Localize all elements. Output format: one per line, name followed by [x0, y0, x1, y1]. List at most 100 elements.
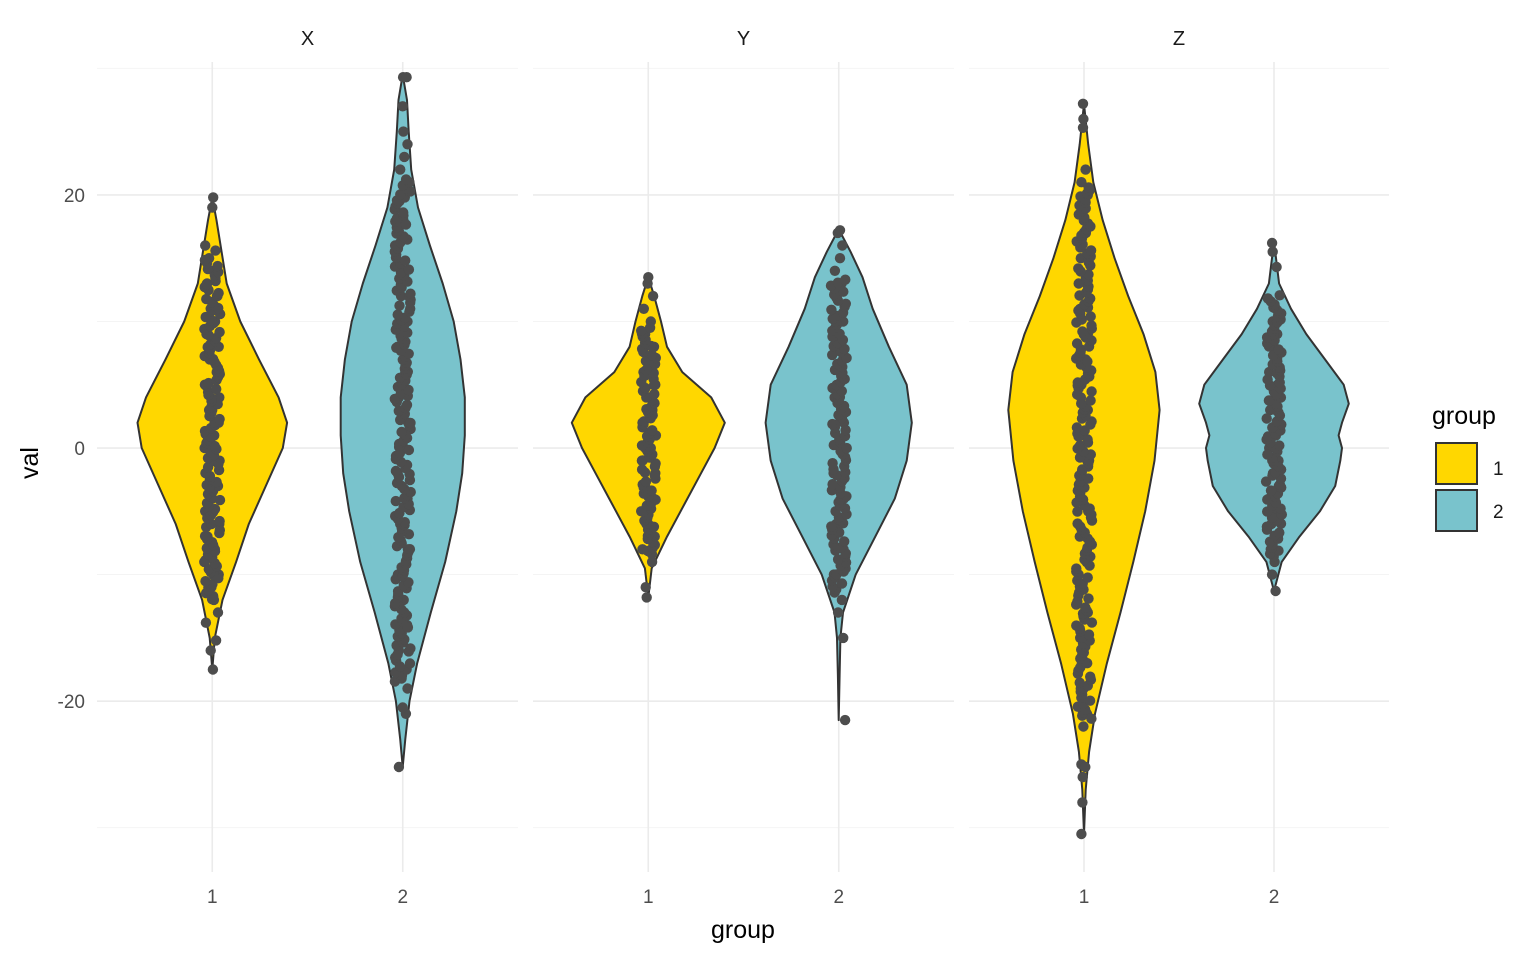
data-point	[214, 326, 225, 338]
points-x-group-2	[389, 72, 416, 773]
data-point	[1082, 572, 1093, 583]
data-point	[214, 413, 225, 425]
data-point	[1262, 494, 1273, 505]
data-point	[1086, 713, 1097, 724]
data-point	[392, 309, 403, 320]
data-point	[638, 303, 649, 314]
data-point	[1073, 278, 1084, 289]
data-point	[1271, 261, 1282, 273]
data-point	[1085, 395, 1096, 406]
data-point	[646, 556, 658, 568]
data-point	[397, 101, 408, 112]
data-point	[393, 761, 405, 773]
facet-strip-label: Y	[737, 28, 750, 50]
x-tick-label: 1	[643, 887, 654, 908]
data-point	[199, 254, 211, 266]
data-point	[1074, 440, 1086, 451]
legend-title: group	[1432, 402, 1496, 430]
data-point	[1071, 338, 1083, 349]
data-point	[1083, 593, 1094, 604]
data-point	[1086, 386, 1097, 397]
data-point	[1085, 311, 1096, 322]
data-point	[201, 293, 212, 305]
data-point	[212, 607, 224, 618]
legend-key-1	[1435, 442, 1478, 485]
data-point	[1078, 721, 1089, 732]
facet-strip-label: Z	[1173, 28, 1185, 50]
data-point	[203, 377, 214, 389]
data-point	[1262, 449, 1273, 460]
data-point	[1274, 527, 1285, 538]
facet-strip-label: X	[301, 28, 314, 50]
data-point	[398, 207, 409, 218]
data-point	[1077, 122, 1089, 133]
data-point	[397, 702, 408, 713]
data-point	[213, 287, 224, 299]
data-point	[200, 617, 212, 628]
data-point	[1071, 563, 1082, 574]
data-point	[1073, 263, 1084, 274]
points-y-group-1	[636, 272, 662, 603]
x-tick-label: 1	[207, 887, 218, 908]
data-point	[400, 255, 411, 266]
data-point	[649, 470, 660, 481]
data-point	[214, 524, 225, 536]
data-point	[643, 272, 654, 283]
data-point	[840, 424, 851, 436]
points-z-group-2	[1260, 237, 1288, 597]
data-point	[636, 464, 648, 475]
data-point	[396, 426, 407, 438]
data-point	[405, 643, 416, 654]
data-point	[402, 683, 413, 694]
data-point	[212, 260, 223, 272]
data-point	[646, 349, 658, 361]
data-point	[402, 139, 413, 150]
data-point	[1077, 98, 1089, 110]
data-point	[646, 485, 657, 496]
data-point	[404, 544, 416, 555]
x-tick-label: 2	[1269, 887, 1280, 908]
data-point	[641, 592, 652, 603]
data-point	[394, 300, 405, 311]
data-point	[829, 265, 841, 276]
data-point	[405, 417, 416, 429]
y-axis-title: val	[16, 447, 44, 479]
data-point	[1086, 320, 1097, 331]
data-point	[403, 264, 415, 275]
data-point	[200, 576, 211, 587]
data-point	[1273, 344, 1284, 355]
data-point	[826, 304, 837, 315]
legend-label-1: 1	[1493, 459, 1504, 480]
data-point	[395, 164, 406, 175]
data-point	[839, 714, 851, 726]
data-point	[1084, 695, 1096, 706]
data-point	[1082, 356, 1093, 367]
data-point	[201, 278, 212, 290]
data-point	[390, 465, 402, 477]
data-point	[210, 635, 222, 646]
data-point	[403, 444, 415, 456]
data-point	[1083, 269, 1094, 280]
data-point	[649, 388, 660, 400]
data-point	[838, 632, 849, 644]
data-point	[208, 192, 219, 203]
data-point	[1082, 434, 1093, 445]
data-point	[827, 458, 838, 469]
data-point	[1080, 602, 1091, 613]
data-point	[403, 348, 414, 359]
data-point	[207, 202, 218, 213]
data-point	[210, 245, 221, 256]
data-point	[647, 425, 658, 436]
data-point	[827, 418, 838, 430]
data-point	[834, 225, 846, 236]
data-point	[390, 495, 401, 507]
y-axis: -20 0 20	[58, 186, 85, 713]
data-point	[392, 649, 403, 660]
data-point	[391, 342, 402, 353]
data-point	[1267, 246, 1278, 257]
data-point	[1080, 761, 1091, 773]
data-point	[1078, 113, 1089, 125]
data-point	[640, 582, 651, 593]
data-point	[836, 594, 848, 606]
